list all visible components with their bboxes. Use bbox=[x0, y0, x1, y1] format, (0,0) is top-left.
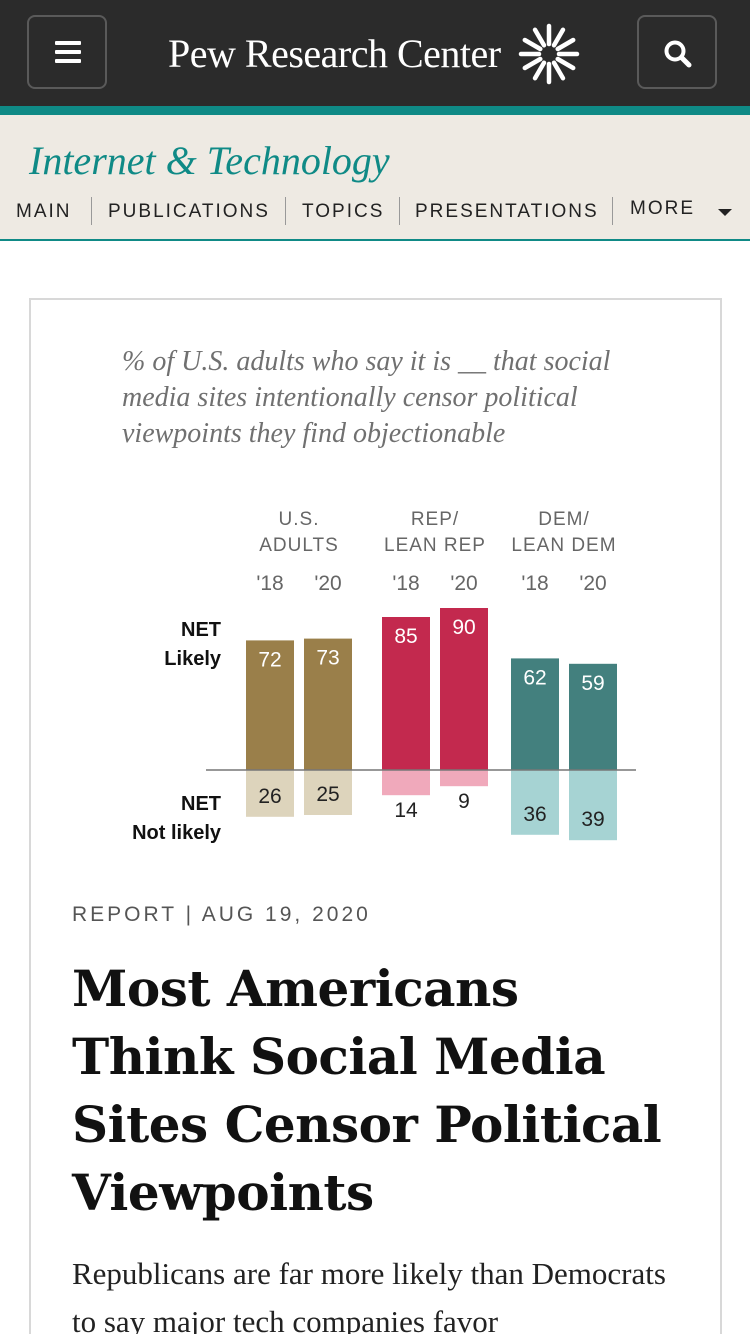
nav-divider bbox=[285, 197, 286, 225]
bar-net-not-likely bbox=[511, 770, 559, 835]
nav-item-main[interactable]: MAIN bbox=[16, 201, 72, 222]
site-brand[interactable]: Pew Research Center bbox=[168, 31, 501, 76]
chevron-down-icon[interactable] bbox=[718, 209, 732, 216]
menu-button[interactable] bbox=[27, 15, 107, 89]
chart-group-label: LEAN REP bbox=[384, 535, 486, 556]
bar-value-label: 14 bbox=[394, 799, 418, 822]
chart-group-label: U.S. bbox=[279, 509, 320, 530]
bar-net-not-likely bbox=[440, 770, 488, 787]
search-icon bbox=[664, 40, 692, 68]
header-accent-stripe bbox=[0, 106, 750, 115]
nav-item-presentations[interactable]: PRESENTATIONS bbox=[415, 201, 599, 222]
bar-net-likely bbox=[511, 658, 559, 770]
site-header: Pew Research Center bbox=[0, 0, 750, 106]
nav-item-topics[interactable]: TOPICS bbox=[302, 201, 385, 222]
bar-net-not-likely bbox=[382, 770, 430, 796]
bar-net-likely bbox=[440, 608, 488, 770]
bar-net-likely bbox=[382, 617, 430, 770]
chart-row-label: Not likely bbox=[132, 822, 222, 844]
bar-value-label: 26 bbox=[258, 785, 281, 808]
bar-value-label: 25 bbox=[316, 783, 339, 806]
bar-net-likely bbox=[246, 640, 294, 770]
section-header: Internet & Technology MAIN PUBLICATIONS … bbox=[0, 115, 750, 241]
bar-value-label: 9 bbox=[458, 790, 470, 813]
nav-divider bbox=[612, 197, 613, 225]
bar-net-not-likely bbox=[304, 770, 352, 815]
bar-value-label: 36 bbox=[523, 803, 546, 826]
nav-divider bbox=[399, 197, 400, 225]
chart-row-label: NET bbox=[181, 619, 221, 641]
chart-year-label: '18 bbox=[392, 572, 419, 595]
bar-chart: U.S. ADULTS REP/LEAN REP DEM/LEAN DEM '18 '20… bbox=[132, 509, 636, 844]
bar-value-label: 59 bbox=[581, 672, 604, 695]
article-meta: REPORT | AUG 19, 2020 bbox=[72, 903, 371, 926]
chart-row-label: NET bbox=[181, 793, 221, 815]
chart-year-label: '20 bbox=[314, 572, 341, 595]
chart-year-label: '20 bbox=[579, 572, 606, 595]
chart-group-label: LEAN DEM bbox=[511, 535, 616, 556]
chart-row-label: Likely bbox=[164, 648, 222, 670]
bar-value-label: 73 bbox=[316, 647, 339, 670]
chart-year-label: '20 bbox=[450, 572, 477, 595]
search-button[interactable] bbox=[637, 15, 717, 89]
bar-value-label: 85 bbox=[394, 625, 417, 648]
bar-net-likely bbox=[304, 638, 352, 770]
bar-value-label: 39 bbox=[581, 808, 604, 831]
article-deck: Republicans are far more likely than Dem… bbox=[72, 1256, 666, 1334]
hamburger-icon bbox=[55, 41, 81, 63]
section-nav: MAIN PUBLICATIONS TOPICS PRESENTATIONS M… bbox=[0, 197, 750, 227]
chart-caption: % of U.S. adults who say it is __ that s… bbox=[122, 346, 611, 449]
bar-net-not-likely bbox=[246, 770, 294, 817]
bar-net-likely bbox=[569, 663, 617, 770]
nav-divider bbox=[91, 197, 92, 225]
bar-value-label: 62 bbox=[523, 666, 546, 689]
sunburst-logo-icon bbox=[518, 23, 580, 85]
bar-net-not-likely bbox=[569, 770, 617, 841]
chart-year-label: '18 bbox=[521, 572, 548, 595]
chart-group-label: ADULTS bbox=[259, 535, 339, 556]
bar-value-label: 72 bbox=[258, 648, 281, 671]
chart-group-label: REP/ bbox=[411, 509, 459, 530]
nav-item-more[interactable]: MORE bbox=[630, 198, 695, 219]
chart-group-label: DEM/ bbox=[538, 509, 590, 530]
section-title[interactable]: Internet & Technology bbox=[29, 138, 390, 183]
nav-item-publications[interactable]: PUBLICATIONS bbox=[108, 201, 270, 222]
chart-year-label: '18 bbox=[256, 572, 283, 595]
article-headline[interactable]: Most Americans Think Social Media Sites … bbox=[72, 959, 662, 1222]
bar-value-label: 90 bbox=[452, 616, 475, 639]
